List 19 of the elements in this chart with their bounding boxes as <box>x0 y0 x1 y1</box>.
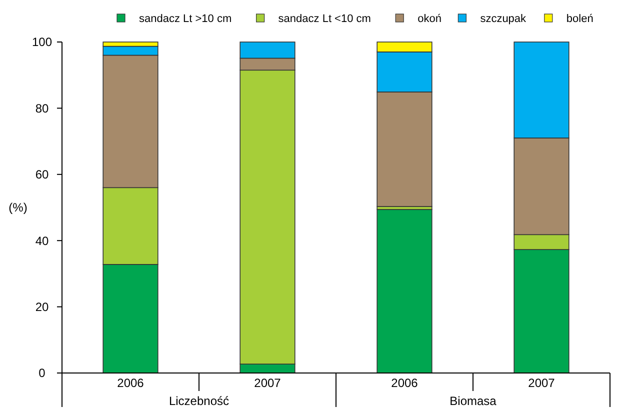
y-tick-label: 20 <box>35 300 49 314</box>
legend-label: boleń <box>566 12 594 25</box>
y-tick-label: 80 <box>35 101 49 116</box>
text: Liczebność <box>168 394 230 408</box>
x-tick-label: 2006 <box>117 376 144 390</box>
y-tick-label: 100 <box>32 35 52 50</box>
y-tick-label: 0 <box>38 366 46 380</box>
legend-label: sandacz Lt >10 cm <box>139 12 232 25</box>
x-tick-label: 2007 <box>528 376 556 390</box>
legend-label: okoń <box>418 12 442 25</box>
x-tick-label: 2006 <box>391 376 418 390</box>
legend-label: sandacz Lt <10 cm <box>278 12 371 25</box>
y-tick-label: 60 <box>35 168 49 182</box>
legend-label: szczupak <box>480 12 527 25</box>
bar <box>376 209 432 374</box>
x-tick-label: 2007 <box>254 376 282 390</box>
y-tick-label: 40 <box>35 234 49 248</box>
text: Biomasa <box>450 394 497 408</box>
y-axis-title: (%) <box>8 200 28 215</box>
